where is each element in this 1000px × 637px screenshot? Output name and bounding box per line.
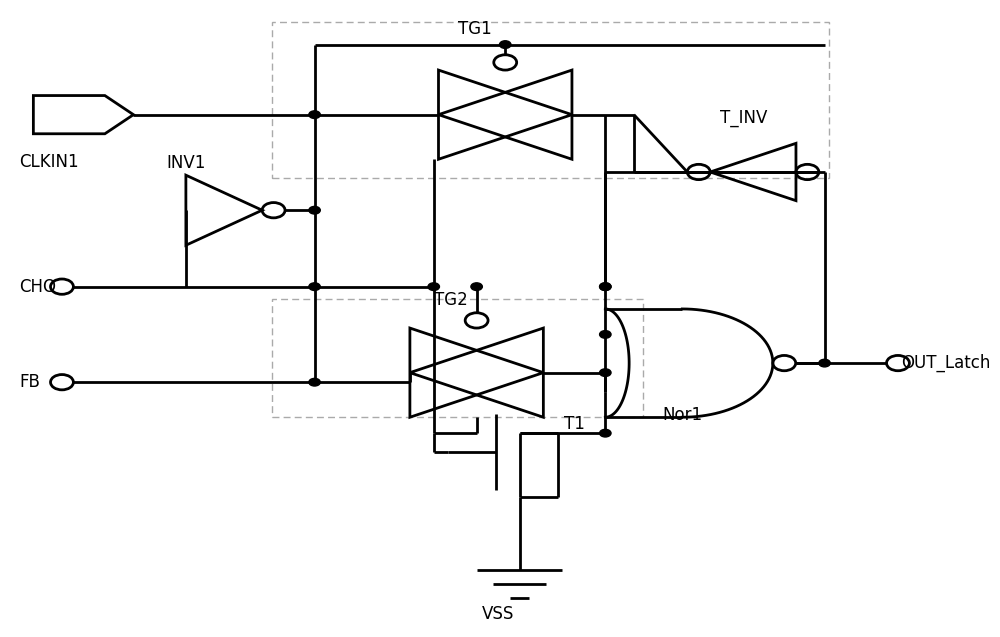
Bar — [272, 22, 829, 178]
Circle shape — [500, 41, 511, 48]
Text: TG2: TG2 — [434, 291, 467, 309]
Circle shape — [309, 378, 320, 386]
Text: VSS: VSS — [481, 605, 514, 623]
Text: T_INV: T_INV — [720, 110, 767, 127]
Bar — [272, 299, 643, 417]
Circle shape — [819, 359, 830, 367]
Circle shape — [600, 429, 611, 437]
Circle shape — [309, 206, 320, 214]
Text: Nor1: Nor1 — [663, 406, 703, 424]
Text: CHO: CHO — [19, 278, 56, 296]
Text: INV1: INV1 — [167, 154, 206, 172]
Circle shape — [600, 369, 611, 376]
Text: FB: FB — [19, 373, 40, 391]
Circle shape — [309, 111, 320, 118]
Text: T1: T1 — [564, 415, 585, 433]
Circle shape — [600, 283, 611, 290]
Text: TG1: TG1 — [458, 20, 491, 38]
Circle shape — [600, 283, 611, 290]
Circle shape — [309, 283, 320, 290]
Circle shape — [600, 331, 611, 338]
Text: CLKIN1: CLKIN1 — [19, 153, 79, 171]
Circle shape — [428, 283, 439, 290]
Text: OUT_Latch: OUT_Latch — [901, 354, 990, 372]
Circle shape — [471, 283, 482, 290]
